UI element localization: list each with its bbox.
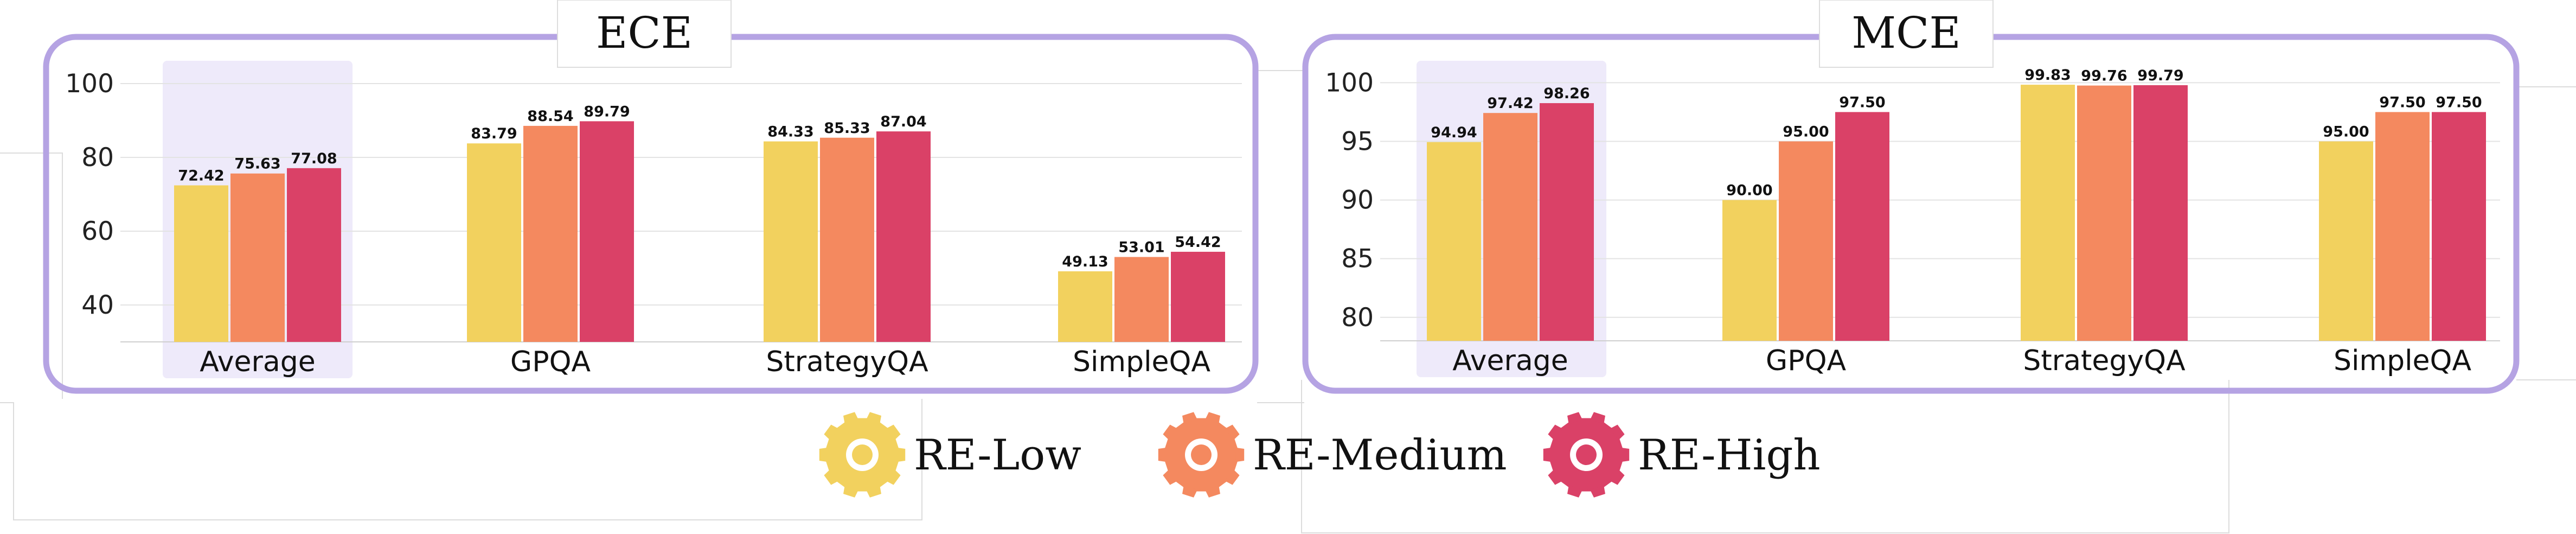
data-label: 89.79 (584, 103, 630, 120)
legend-item-re-low: RE-Low (819, 412, 1081, 498)
ghost-frame-bottom-left (0, 399, 922, 520)
data-label: 94.94 (1431, 124, 1477, 141)
legend-label: RE-High (1638, 431, 1821, 480)
bar-re-low-strategyqa (2021, 85, 2075, 341)
x-tick-label: GPQA (1766, 345, 1847, 377)
data-label: 97.50 (2379, 94, 2425, 111)
legend-label: RE-Medium (1253, 431, 1507, 480)
bar-re-low-gpqa (467, 143, 521, 342)
data-label: 90.00 (1726, 182, 1772, 199)
chart-panel-mce: 80 85 90 95 100 94.94 97.42 98.26 Average 90.00 95… (1302, 0, 2520, 394)
ghost-frame-bottom-right (1301, 380, 2229, 533)
gear-icon (1543, 412, 1630, 498)
bar-re-low-simpleqa (2319, 141, 2373, 341)
y-tick-label: 40 (81, 290, 114, 320)
bar-re-high-strategyqa (2133, 85, 2188, 341)
x-tick-label: SimpleQA (2334, 345, 2471, 377)
data-label: 84.33 (767, 124, 813, 141)
bar-re-high-simpleqa (2432, 112, 2486, 341)
bar-re-medium-gpqa (1779, 141, 1833, 341)
y-tick-label: 80 (81, 143, 114, 173)
bar-re-high-gpqa (1835, 112, 1889, 341)
bar-re-low-gpqa (1722, 200, 1777, 341)
bar-re-medium-gpqa (523, 125, 578, 342)
data-label: 99.79 (2137, 67, 2183, 84)
bar-re-low-simpleqa (1058, 271, 1112, 342)
bar-re-medium-strategyqa (2077, 85, 2131, 341)
y-tick-label: 95 (1341, 127, 1374, 157)
y-tick-label: 85 (1341, 244, 1374, 274)
y-tick-label: 60 (81, 217, 114, 246)
y-tick-label: 100 (65, 69, 114, 99)
bar-re-medium-simpleqa (2375, 112, 2430, 341)
legend: RE-Low RE-Medium RE-High (819, 412, 1821, 498)
data-label: 53.01 (1118, 239, 1164, 256)
bar-re-high-simpleqa (1171, 251, 1225, 342)
data-label: 85.33 (824, 120, 870, 137)
panel-title: MCE (1851, 8, 1961, 58)
bar-re-low-strategyqa (764, 141, 818, 342)
y-tick-label: 80 (1341, 303, 1374, 333)
data-label: 95.00 (1783, 124, 1829, 141)
data-label: 54.42 (1175, 234, 1221, 251)
bar-re-low-average (174, 185, 228, 342)
legend-label: RE-Low (914, 431, 1081, 480)
legend-item-re-high: RE-High (1543, 412, 1821, 498)
data-label: 75.63 (234, 156, 280, 173)
bar-re-high-average (287, 168, 341, 342)
x-tick-label: StrategyQA (766, 346, 928, 378)
data-label: 88.54 (527, 108, 573, 125)
ghost-frame-left (0, 152, 63, 399)
y-tick-label: 90 (1341, 186, 1374, 215)
bar-re-medium-average (230, 173, 285, 342)
data-label: 72.42 (178, 168, 224, 185)
bar-re-high-strategyqa (876, 131, 931, 342)
data-label: 99.76 (2081, 68, 2127, 85)
panel-title-box (1819, 0, 1994, 68)
data-label: 97.50 (2436, 94, 2482, 111)
ghost-frame-right (2516, 86, 2576, 380)
background-frames (0, 70, 2576, 533)
x-tick-label: StrategyQA (2023, 345, 2186, 377)
bar-re-medium-average (1483, 113, 1537, 341)
data-label: 77.08 (291, 150, 337, 167)
bar-re-high-average (1540, 103, 1594, 341)
bar-re-high-gpqa (580, 121, 634, 342)
data-label: 98.26 (1543, 85, 1590, 102)
gear-icon (1158, 412, 1245, 498)
x-tick-label: SimpleQA (1073, 346, 1210, 378)
x-tick-label: Average (200, 346, 316, 378)
data-label: 83.79 (471, 125, 517, 142)
data-label: 99.83 (2024, 67, 2071, 84)
legend-item-re-medium: RE-Medium (1158, 412, 1507, 498)
data-label: 95.00 (2323, 124, 2369, 141)
data-label: 87.04 (880, 113, 926, 130)
panel-title: ECE (596, 8, 693, 58)
bar-re-medium-simpleqa (1114, 257, 1169, 342)
gear-icon (819, 412, 906, 498)
data-label: 97.50 (1839, 94, 1885, 111)
y-tick-label: 100 (1325, 68, 1374, 98)
panel-title-box (557, 0, 732, 68)
x-tick-label: Average (1452, 345, 1568, 377)
chart-panel-ece: 40 60 80 100 72.42 75.63 77.08 Average 83.79 88.5… (43, 0, 1259, 394)
chart-panels: 40 60 80 100 72.42 75.63 77.08 Average 83.79 88.5… (43, 0, 2520, 394)
data-label: 97.42 (1487, 95, 1533, 112)
bar-re-low-average (1427, 142, 1481, 341)
data-label: 49.13 (1062, 253, 1108, 270)
x-tick-label: GPQA (510, 346, 591, 378)
bar-re-medium-strategyqa (820, 137, 874, 342)
